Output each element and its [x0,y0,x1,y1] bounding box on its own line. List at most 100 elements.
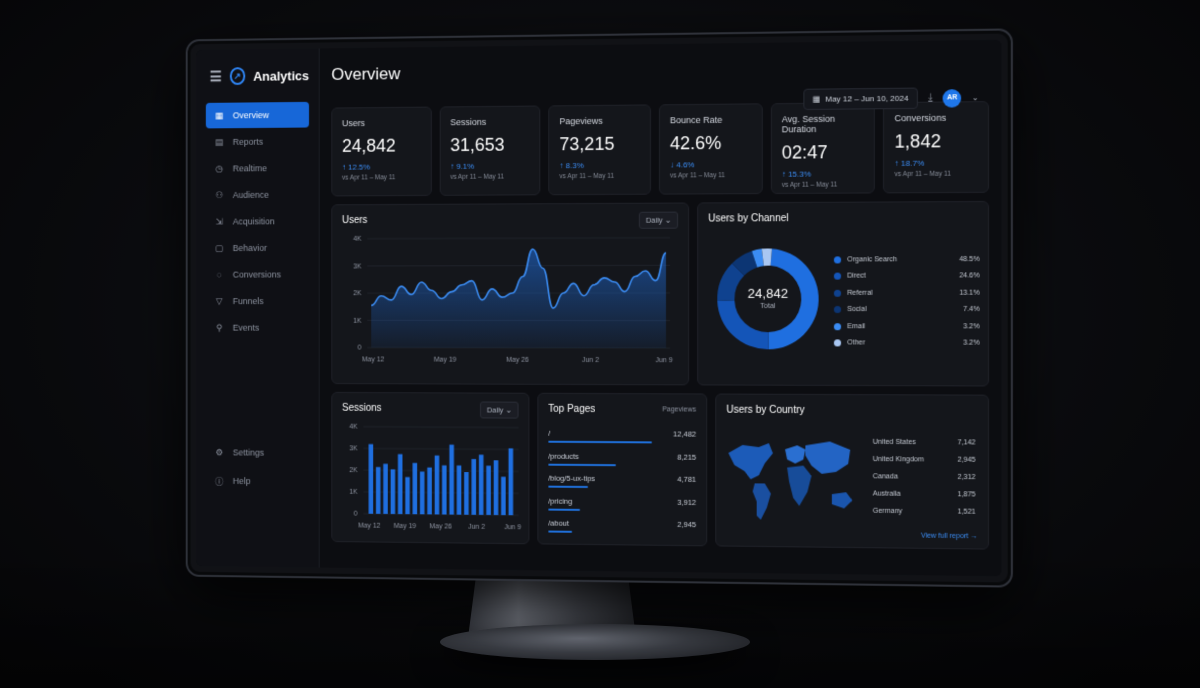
legend-label: Organic Search [847,255,897,264]
sidebar-item-acquisition[interactable]: ⇲ Acquisition [206,208,309,234]
kpi-card[interactable]: Bounce Rate 42.6% ↓ 4.6% vs Apr 11 – May 11 [658,103,763,195]
kpi-change-value: 4.6% [676,160,695,170]
legend-item[interactable]: Social 7.4% [833,301,980,318]
kpi-label: Bounce Rate [670,114,723,126]
country-value: 2,312 [957,473,976,482]
top-page-row[interactable]: / 12,482 [548,427,696,450]
date-range-picker[interactable]: ▦ May 12 – Jun 10, 2024 [803,87,918,110]
page-views: 3,912 [677,497,697,507]
sessions-interval-dropdown[interactable]: Daily ⌄ [479,401,519,419]
country-value: 2,945 [957,456,976,464]
kpi-label: Sessions [450,116,487,128]
report-icon: ▤ [215,136,224,147]
hamburger-menu-icon[interactable]: ☰ [209,67,222,84]
kpi-card[interactable]: Users 24,842 ↑ 12.5% vs Apr 11 – May 11 [331,106,432,197]
top-page-row[interactable]: /blog/5-ux-tips 4,781 [548,472,696,496]
sessions-bar [486,465,491,515]
kpi-card[interactable]: Pageviews 73,215 ↑ 8.3% vs Apr 11 – May 11 [548,104,651,196]
legend-item[interactable]: Direct 24.6% [833,268,980,285]
kpi-value: 24,842 [342,135,396,156]
legend-label: Email [847,322,866,331]
sidebar-item-help[interactable]: ⓘ Help [206,467,309,495]
channel-legend: Organic Search 48.5% Direct 24.6% Referral 13… [833,251,980,352]
top-pages-list: / 12,482/products 8,215/blog/5-ux-tips 4,78… [548,427,696,541]
page-views: 8,215 [677,452,697,462]
y-tick-label: 2K [353,291,362,298]
page-path: / [548,428,551,438]
legend-item[interactable]: Organic Search 48.5% [833,251,980,268]
country-name: Australia [872,490,901,498]
clock-icon: ◷ [215,163,224,174]
page-path: /products [548,451,579,461]
sidebar-item-conversions[interactable]: ◌ Conversions [206,262,309,288]
sidebar-item-reports[interactable]: ▤ Reports [206,128,309,154]
donut-total: 24,842 [747,285,788,301]
country-row[interactable]: United States 7,142 [873,434,976,452]
country-row[interactable]: Canada 2,312 [873,468,976,486]
users-interval-dropdown[interactable]: Daily ⌄ [638,211,679,229]
y-tick-label: 0 [358,345,362,352]
x-tick-label: May 12 [362,356,385,363]
sessions-bar [419,471,425,515]
kpi-value: 02:47 [781,142,828,163]
sidebar-item-funnels[interactable]: ▽ Funnels [206,288,309,314]
chevron-down-icon[interactable]: ⌄ [971,93,979,103]
channel-slice [761,248,772,266]
gridline [367,265,670,266]
conversion-icon: ◌ [216,269,222,280]
legend-item[interactable]: Email 3.2% [833,318,980,335]
kpi-card[interactable]: Avg. Session Duration 02:47 ↑ 15.3% vs Apr … [770,102,876,195]
download-icon[interactable]: ⤓ [928,92,933,104]
sidebar-item-overview[interactable]: ▦ Overview [205,101,310,129]
country-row[interactable]: Germany 1,521 [873,503,976,521]
sessions-bar [449,444,454,515]
sidebar-item-audience[interactable]: ⚇ Audience [206,182,309,208]
top-page-row[interactable]: /products 8,215 [548,449,696,473]
screen: ☰ ↗ Analytics ▦ Overview ▤ Reports ◷ Realtime… [196,39,1002,577]
sessions-bar-chart: 0 1K 2K 3K 4K May 12 May 19 May 26 Jun 2 Jun 9 [349,424,521,531]
funnel-icon: ▽ [215,295,223,306]
brand: ☰ ↗ Analytics [206,66,309,85]
page-views: 2,945 [677,519,697,530]
kpi-card[interactable]: Sessions 31,653 ↑ 9.1% vs Apr 11 – May 11 [439,105,541,196]
top-pages-column-header: Pageviews [662,406,697,414]
x-tick-label: Jun 9 [655,357,672,364]
top-page-row[interactable]: /about 2,945 [548,517,696,541]
kpi-card[interactable]: Conversions 1,842 ↑ 18.7% vs Apr 11 – May 1… [883,101,990,194]
country-row[interactable]: United Kingdom 2,945 [873,451,976,469]
sessions-bar [478,454,484,515]
sessions-bar [442,465,447,515]
sessions-bar [471,459,477,515]
map-north-america [728,442,773,480]
sessions-bar [427,467,432,515]
map-australia [831,492,853,509]
kpi-value: 73,215 [559,133,615,155]
x-tick-label: Jun 2 [582,357,599,364]
page-path: /about [548,518,569,528]
country-row[interactable]: Australia 1,875 [873,485,976,503]
sessions-bar [456,465,462,515]
kpi-change-value: 18.7% [901,158,925,168]
legend-swatch [833,322,842,331]
avatar[interactable]: AR [942,88,962,108]
sidebar-item-realtime[interactable]: ◷ Realtime [206,155,309,181]
legend-item[interactable]: Other 3.2% [833,335,980,352]
sidebar-item-settings[interactable]: ⚙ Settings [206,439,309,467]
sidebar-item-label: Overview [232,110,269,121]
help-icon: ⓘ [214,476,224,487]
sidebar-item-events[interactable]: ⚲ Events [206,315,309,341]
behavior-icon: ▢ [215,242,224,253]
sessions-bar [501,476,506,516]
acquisition-icon: ⇲ [215,216,223,227]
country-name: Canada [872,473,898,481]
sessions-bar [493,460,499,516]
world-map [728,441,853,520]
sidebar-item-behavior[interactable]: ▢ Behavior [206,235,309,261]
legend-item[interactable]: Referral 13.1% [833,285,980,302]
country-name: Germany [872,507,903,516]
sidebar-item-label: Funnels [232,296,264,307]
top-page-row[interactable]: /pricing 3,912 [548,494,696,518]
sidebar-item-label: Events [232,322,260,333]
monitor-stand-base [440,624,750,660]
view-full-report-link[interactable]: View full report → [920,532,978,541]
